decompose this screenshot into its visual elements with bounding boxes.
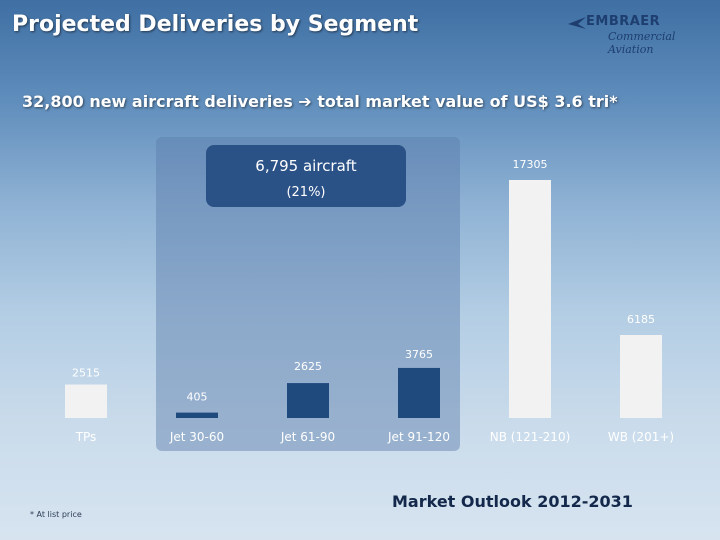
logo-subtext: Commercial Aviation bbox=[608, 30, 676, 56]
bar-jet-30-60 bbox=[176, 412, 218, 418]
category-label: Jet 91-120 bbox=[387, 430, 450, 444]
bar-nb-121-210 bbox=[509, 180, 551, 418]
slide-title: Projected Deliveries by Segment bbox=[12, 12, 419, 37]
embraer-logo-icon bbox=[568, 17, 586, 29]
bar-tps bbox=[65, 384, 107, 418]
category-label: Jet 61-90 bbox=[280, 430, 335, 444]
footnote: * At list price bbox=[30, 510, 82, 519]
category-label: NB (121-210) bbox=[490, 430, 571, 444]
category-label: WB (201+) bbox=[608, 430, 674, 444]
market-outlook-label: Market Outlook 2012-2031 bbox=[392, 492, 633, 511]
slide-subtitle: 32,800 new aircraft deliveries ➔ total m… bbox=[22, 92, 618, 111]
category-label: TPs bbox=[75, 430, 97, 444]
category-label: Jet 30-60 bbox=[169, 430, 224, 444]
value-label: 405 bbox=[187, 391, 208, 404]
value-label: 2515 bbox=[72, 367, 100, 380]
callout-box: 6,795 aircraft (21%) bbox=[206, 145, 406, 207]
value-label: 6185 bbox=[627, 313, 655, 326]
value-label: 3765 bbox=[405, 348, 433, 361]
value-label: 17305 bbox=[513, 158, 548, 171]
bar-wb-201 bbox=[620, 335, 662, 418]
logo-brand-text: EMBRAER bbox=[586, 14, 661, 29]
bar-jet-91-120 bbox=[398, 367, 440, 418]
callout-percentage: (21%) bbox=[286, 185, 326, 200]
callout-aircraft-count: 6,795 aircraft bbox=[255, 157, 357, 175]
value-label: 2625 bbox=[294, 360, 322, 373]
embraer-logo: EMBRAER Commercial Aviation bbox=[566, 14, 716, 56]
bar-jet-61-90 bbox=[287, 383, 329, 418]
